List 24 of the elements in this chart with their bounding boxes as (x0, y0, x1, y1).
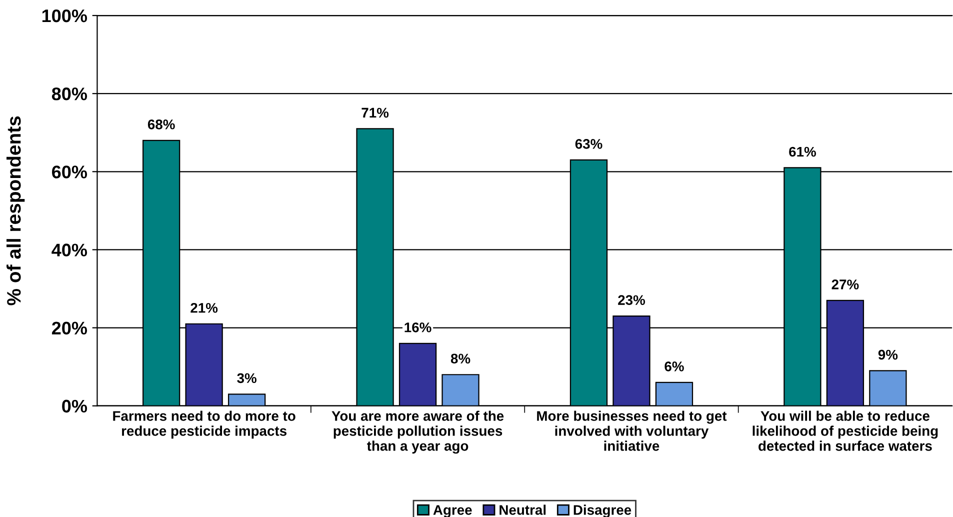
y-tick-label: 20% (52, 322, 88, 334)
text: 71% (362, 108, 389, 118)
x-tick-label: Farmers need to do more to reduce pesticide impacts (113, 410, 296, 439)
legend-label: Neutral (500, 504, 546, 515)
y-tick-label: 60% (52, 166, 88, 178)
text: 68% (148, 120, 175, 130)
text: 61% (789, 146, 816, 157)
y-tick-label: 100% (42, 9, 88, 22)
text: 16% (404, 322, 432, 332)
text: 63% (575, 139, 602, 149)
x-tick-label: You will be able to reduce likelihood of pesticide being detected in surface waters (752, 410, 938, 451)
x-tick-label: More businesses need to get involved with voluntary initiative (537, 410, 727, 451)
y-tick-label: 80% (52, 88, 88, 100)
y-tick-label: 0% (62, 400, 88, 413)
text: 3% (237, 373, 256, 384)
y-axis-title: % of all respondents (6, 116, 25, 306)
text: 23% (618, 295, 646, 306)
text: 8% (450, 354, 470, 364)
text: 21% (190, 302, 218, 313)
y-tick-label: 40% (52, 244, 88, 256)
text: 9% (878, 350, 898, 360)
text: 27% (832, 280, 859, 290)
text: 6% (664, 362, 684, 372)
x-tick-label: You are more aware of the pesticide pollution issues than a year ago (332, 410, 504, 454)
